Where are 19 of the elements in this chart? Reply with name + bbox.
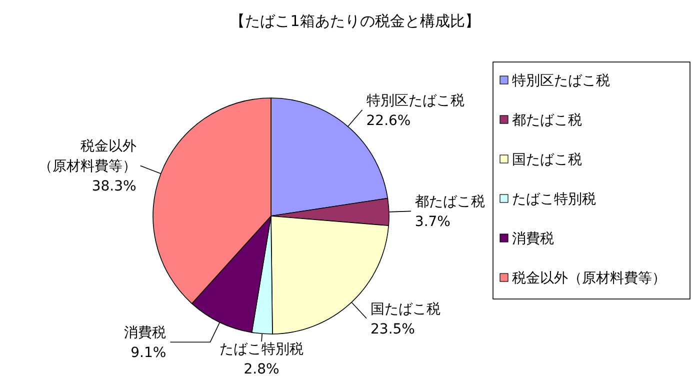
slice-label: 税金以外（原材料費等） — [38, 138, 136, 175]
legend-label: たばこ特別税 — [512, 192, 596, 208]
data-label: 38.3% — [92, 178, 136, 195]
slice-label: たばこ特別税 — [220, 342, 304, 358]
legend-label: 消費税 — [512, 231, 554, 247]
slice-label: 都たばこ税 — [414, 194, 485, 210]
legend-label: 都たばこ税 — [512, 112, 582, 128]
data-label: 23.5% — [370, 321, 415, 338]
data-label: 22.6% — [366, 112, 411, 129]
data-label: 2.8% — [244, 362, 280, 378]
slice-label: 消費税 — [124, 325, 166, 342]
data-label: 3.7% — [414, 214, 450, 230]
slice-label: 国たばこ税 — [370, 301, 441, 318]
data-label: 9.1% — [130, 345, 166, 362]
slice-label: 特別区たばこ税 — [366, 92, 464, 109]
legend-label: 税金以外（原材料費等） — [512, 270, 666, 286]
chart-title: 【たばこ1箱あたりの税金と構成比】 — [230, 12, 480, 30]
legend-label: 特別区たばこ税 — [512, 73, 610, 89]
legend-label: 国たばこ税 — [512, 152, 582, 168]
